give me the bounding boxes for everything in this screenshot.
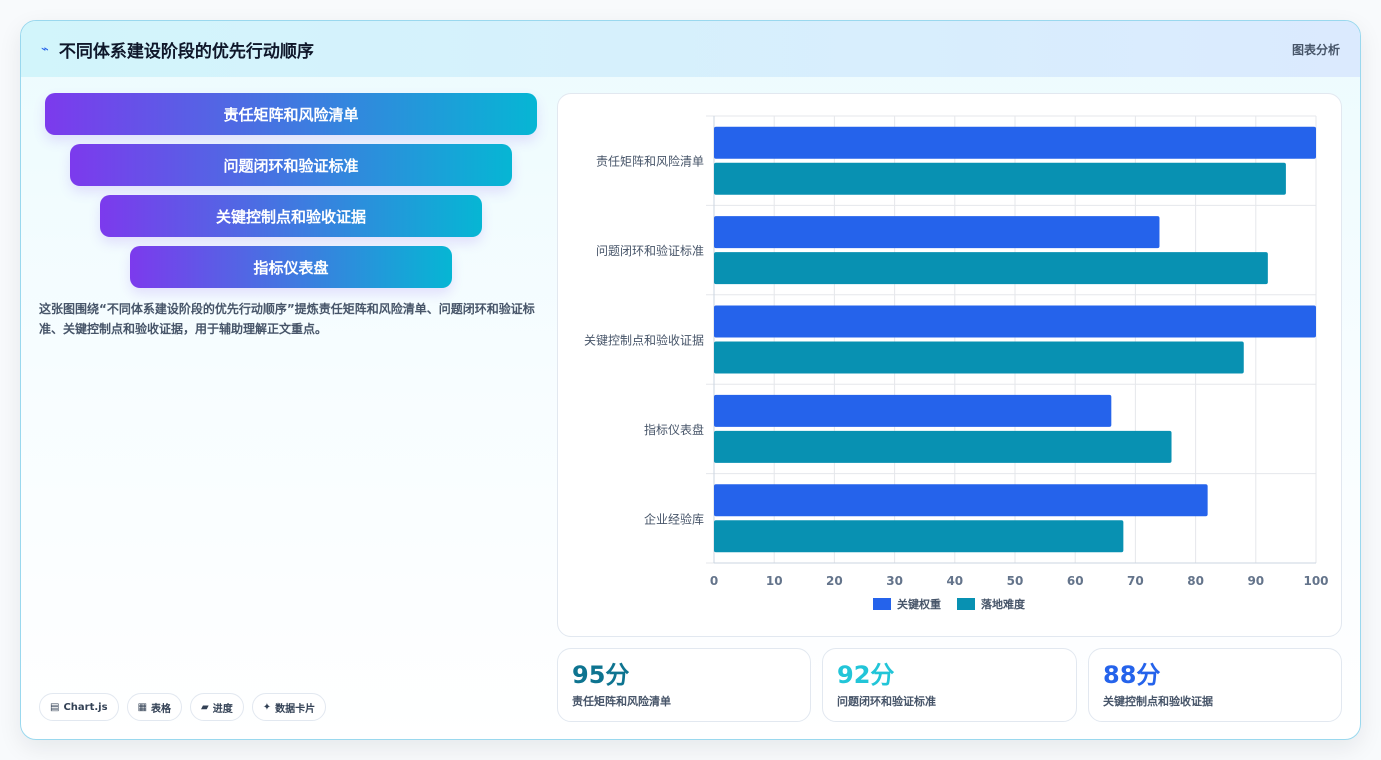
chart-panel: 0 10 20 30 40 50 60 70 80 90 100 责任矩阵和风险清单 问题闭环和验证标准… [557,93,1342,637]
chip-label: 表格 [151,703,172,715]
chip-label: 进度 [212,703,233,715]
y-tick-label: 关键控制点和验收证据 [584,333,704,348]
chip-label: 数据卡片 [275,703,316,715]
chip-table[interactable]: ▦ 表格 [126,693,183,721]
funnel-step-2: 问题闭环和验证标准 [70,144,512,186]
kpi-card-3: 88分 关键控制点和验收证据 [1088,648,1342,722]
chart-description: 这张图围绕“不同体系建设阶段的优先行动顺序”提炼责任矩阵和风险清单、问题闭环和验… [39,302,535,336]
header-tag: 图表分析 [1291,42,1340,57]
x-tick-label: 80 [1187,574,1204,588]
kpi-value: 88分 [1103,661,1161,689]
x-tick-label: 20 [826,574,843,588]
bar-weight [714,305,1316,338]
bar-weight [714,394,1112,427]
funnel-step-label: 问题闭环和验证标准 [223,156,359,175]
legend-swatch [957,598,975,610]
funnel-step-3: 关键控制点和验收证据 [100,195,482,237]
x-tick-label: 30 [886,574,903,588]
y-tick-label: 问题闭环和验证标准 [596,243,704,258]
kpi-label: 问题闭环和验证标准 [837,695,936,708]
legend-swatch [873,598,891,610]
x-tick-label: 100 [1303,574,1328,588]
chip-label: Chart.js [63,701,108,713]
legend-label: 落地难度 [981,597,1026,611]
progress-icon: ▰ [201,701,209,713]
x-tick-label: 50 [1007,574,1024,588]
funnel-step-label: 关键控制点和验收证据 [215,207,366,226]
chart-line-icon: ⌁ [41,41,49,57]
chip-data-cards[interactable]: ✦ 数据卡片 [251,693,327,721]
kpi-card-2: 92分 问题闭环和验证标准 [822,648,1077,722]
kpi-label: 责任矩阵和风险清单 [572,695,671,708]
x-tick-label: 70 [1127,574,1144,588]
bar-difficulty [714,341,1244,374]
bar-weight [714,484,1208,517]
page-title: 不同体系建设阶段的优先行动顺序 [58,41,314,62]
kpi-value: 92分 [837,661,895,689]
kpi-value: 95分 [572,661,630,689]
bar-difficulty [714,162,1286,195]
x-tick-label: 0 [710,574,718,588]
header-bar: ⌁ 不同体系建设阶段的优先行动顺序 图表分析 [21,21,1360,77]
funnel-step-4: 指标仪表盘 [130,246,452,288]
y-tick-label: 责任矩阵和风险清单 [596,154,704,169]
funnel-step-1: 责任矩阵和风险清单 [45,93,537,135]
chip-row: ▤ Chart.js ▦ 表格 ▰ 进度 ✦ 数据卡片 [39,693,327,721]
bar-difficulty [714,430,1172,463]
bar-weight [714,126,1316,159]
bar-weight [714,216,1160,249]
kpi-card-1: 95分 责任矩阵和风险清单 [557,648,811,722]
x-tick-label: 40 [946,574,963,588]
main-card: ⌁ 不同体系建设阶段的优先行动顺序 图表分析 责任矩阵和风险清单 问题闭环和验证… [20,20,1361,740]
legend-label: 关键权重 [897,597,941,611]
bar-chart: 0 10 20 30 40 50 60 70 80 90 100 责任矩阵和风险清单问题闭环和验证标准… [584,115,1329,611]
chip-chartjs[interactable]: ▤ Chart.js [39,693,119,721]
sparkle-icon: ✦ [262,701,272,713]
x-tick-label: 90 [1247,574,1264,588]
y-tick-label: 企业经验库 [644,511,704,526]
bar-difficulty [714,252,1268,285]
chart-icon: ▤ [50,701,60,713]
y-tick-label: 指标仪表盘 [644,422,704,437]
x-tick-label: 10 [766,574,783,588]
kpi-label: 关键控制点和验收证据 [1103,695,1213,708]
funnel-step-label: 指标仪表盘 [253,258,329,277]
chip-progress[interactable]: ▰ 进度 [190,693,244,721]
x-tick-label: 60 [1067,574,1084,588]
bar-difficulty [714,520,1124,553]
funnel-step-label: 责任矩阵和风险清单 [223,105,359,124]
table-icon: ▦ [137,701,148,713]
